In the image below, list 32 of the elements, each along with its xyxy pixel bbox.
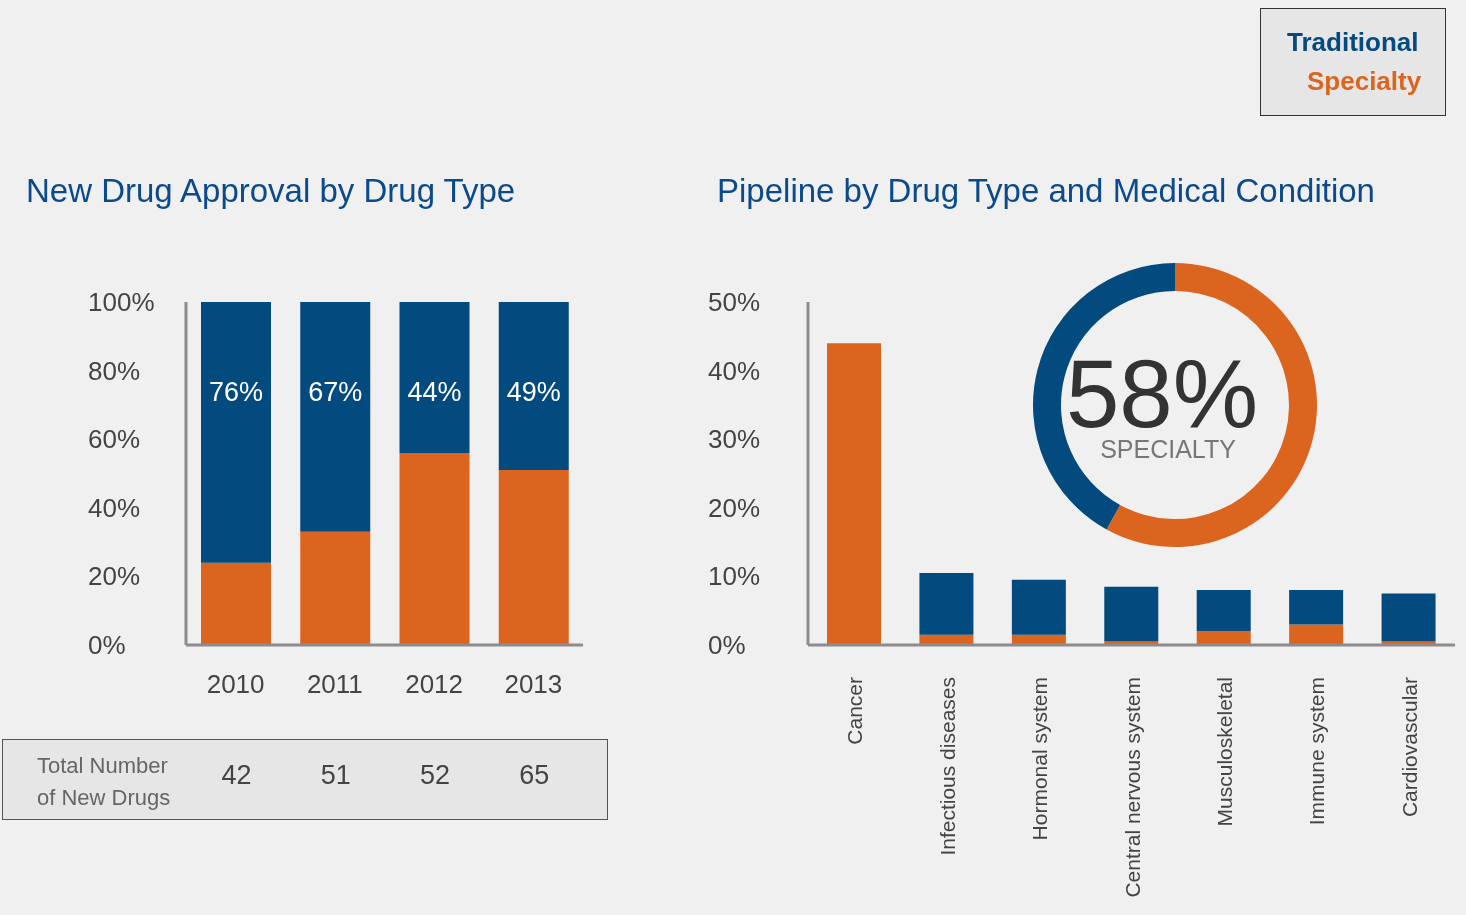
chart-title: Pipeline by Drug Type and Medical Condition [717, 172, 1375, 210]
x-tick-label: Infectious diseases [935, 677, 959, 856]
x-tick-label: Immune system [1305, 677, 1329, 826]
totals-table: Total Number of New Drugs 42 51 52 65 [2, 739, 608, 820]
text: Specialty [1307, 66, 1422, 97]
chart-title: New Drug Approval by Drug Type [26, 172, 516, 210]
x-tick-label: Musculoskeletal [1212, 677, 1236, 827]
y-tick-label: 100% [88, 287, 155, 317]
y-tick-label: 30% [708, 424, 761, 455]
x-tick-label: Cardiovascular [1397, 677, 1421, 818]
data-label: 76% [208, 377, 264, 407]
x-tick-label: Hormonal system [1028, 677, 1052, 841]
y-tick-label: 0% [708, 630, 746, 660]
y-tick-label: 10% [708, 561, 761, 592]
x-tick-label: 2012 [405, 669, 464, 699]
data-label: 67% [308, 377, 363, 407]
y-tick-label: 60% [88, 424, 141, 455]
y-tick-label: 40% [708, 355, 761, 386]
x-tick-label: Central nervous system [1120, 677, 1144, 898]
x-tick-label: 2010 [206, 669, 265, 699]
y-tick-label: 80% [88, 355, 141, 386]
text: Traditional [1287, 27, 1419, 58]
y-tick-label: 20% [708, 492, 761, 523]
data-label: 44% [407, 377, 462, 407]
y-tick-label: 20% [88, 561, 141, 592]
x-tick-label: 2013 [504, 669, 563, 699]
data-label: 49% [506, 377, 561, 407]
y-tick-label: 0% [88, 630, 126, 660]
x-tick-label: Cancer [843, 677, 867, 745]
y-tick-label: 40% [88, 492, 141, 523]
x-tick-label: 2011 [306, 669, 363, 699]
y-tick-label: 50% [708, 287, 761, 317]
